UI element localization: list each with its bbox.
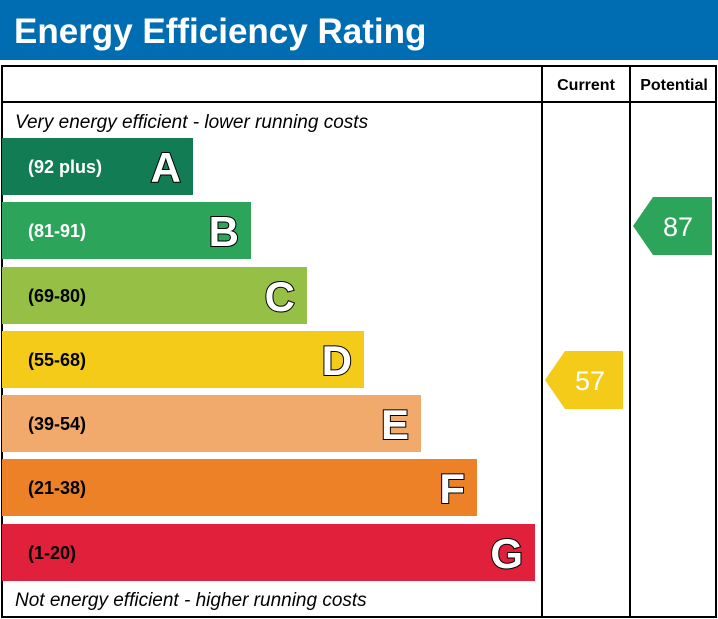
band-range-label: (1-20) bbox=[28, 543, 76, 563]
band-letter: A bbox=[151, 144, 181, 191]
potential-rating-arrow: 87 bbox=[633, 197, 712, 255]
band-range-label: (39-54) bbox=[28, 414, 86, 434]
band-bar bbox=[2, 202, 251, 259]
current-rating-arrow: 57 bbox=[545, 351, 623, 409]
band-letter: F bbox=[439, 465, 465, 512]
potential-score: 87 bbox=[663, 212, 693, 242]
title-bar bbox=[0, 0, 718, 60]
current-arrow-shape bbox=[545, 351, 623, 409]
band-bar bbox=[2, 138, 193, 195]
band-c: (69-80) C bbox=[2, 267, 307, 324]
band-letter: B bbox=[209, 208, 239, 255]
band-bar bbox=[2, 267, 307, 324]
band-range-label: (55-68) bbox=[28, 350, 86, 370]
band-range-label: (92 plus) bbox=[28, 157, 102, 177]
band-a: (92 plus) A bbox=[2, 138, 193, 195]
band-letter: E bbox=[381, 401, 409, 448]
bottom-note: Not energy efficient - higher running co… bbox=[15, 590, 367, 611]
band-d: (55-68) D bbox=[2, 331, 364, 388]
band-bar bbox=[2, 524, 535, 581]
potential-column-header: Potential bbox=[640, 77, 708, 94]
band-letter: G bbox=[490, 530, 523, 577]
band-e: (39-54) E bbox=[2, 395, 421, 452]
current-column-header: Current bbox=[557, 77, 615, 94]
band-range-label: (81-91) bbox=[28, 221, 86, 241]
rating-bands: (92 plus) A (81-91) B (69-80) C (55-68) D (39-54… bbox=[2, 138, 535, 581]
band-bar bbox=[2, 395, 421, 452]
band-letter: D bbox=[322, 337, 352, 384]
current-score: 57 bbox=[575, 366, 605, 396]
band-bar bbox=[2, 459, 477, 516]
band-bar bbox=[2, 331, 364, 388]
band-f: (21-38) F bbox=[2, 459, 477, 516]
band-b: (81-91) B bbox=[2, 202, 251, 259]
band-letter: C bbox=[265, 273, 295, 320]
top-note: Very energy efficient - lower running co… bbox=[15, 112, 369, 133]
band-g: (1-20) G bbox=[2, 524, 535, 581]
band-range-label: (21-38) bbox=[28, 478, 86, 498]
chart-title: Energy Efficiency Rating bbox=[14, 12, 426, 51]
band-range-label: (69-80) bbox=[28, 286, 86, 306]
potential-arrow-shape bbox=[633, 197, 712, 255]
